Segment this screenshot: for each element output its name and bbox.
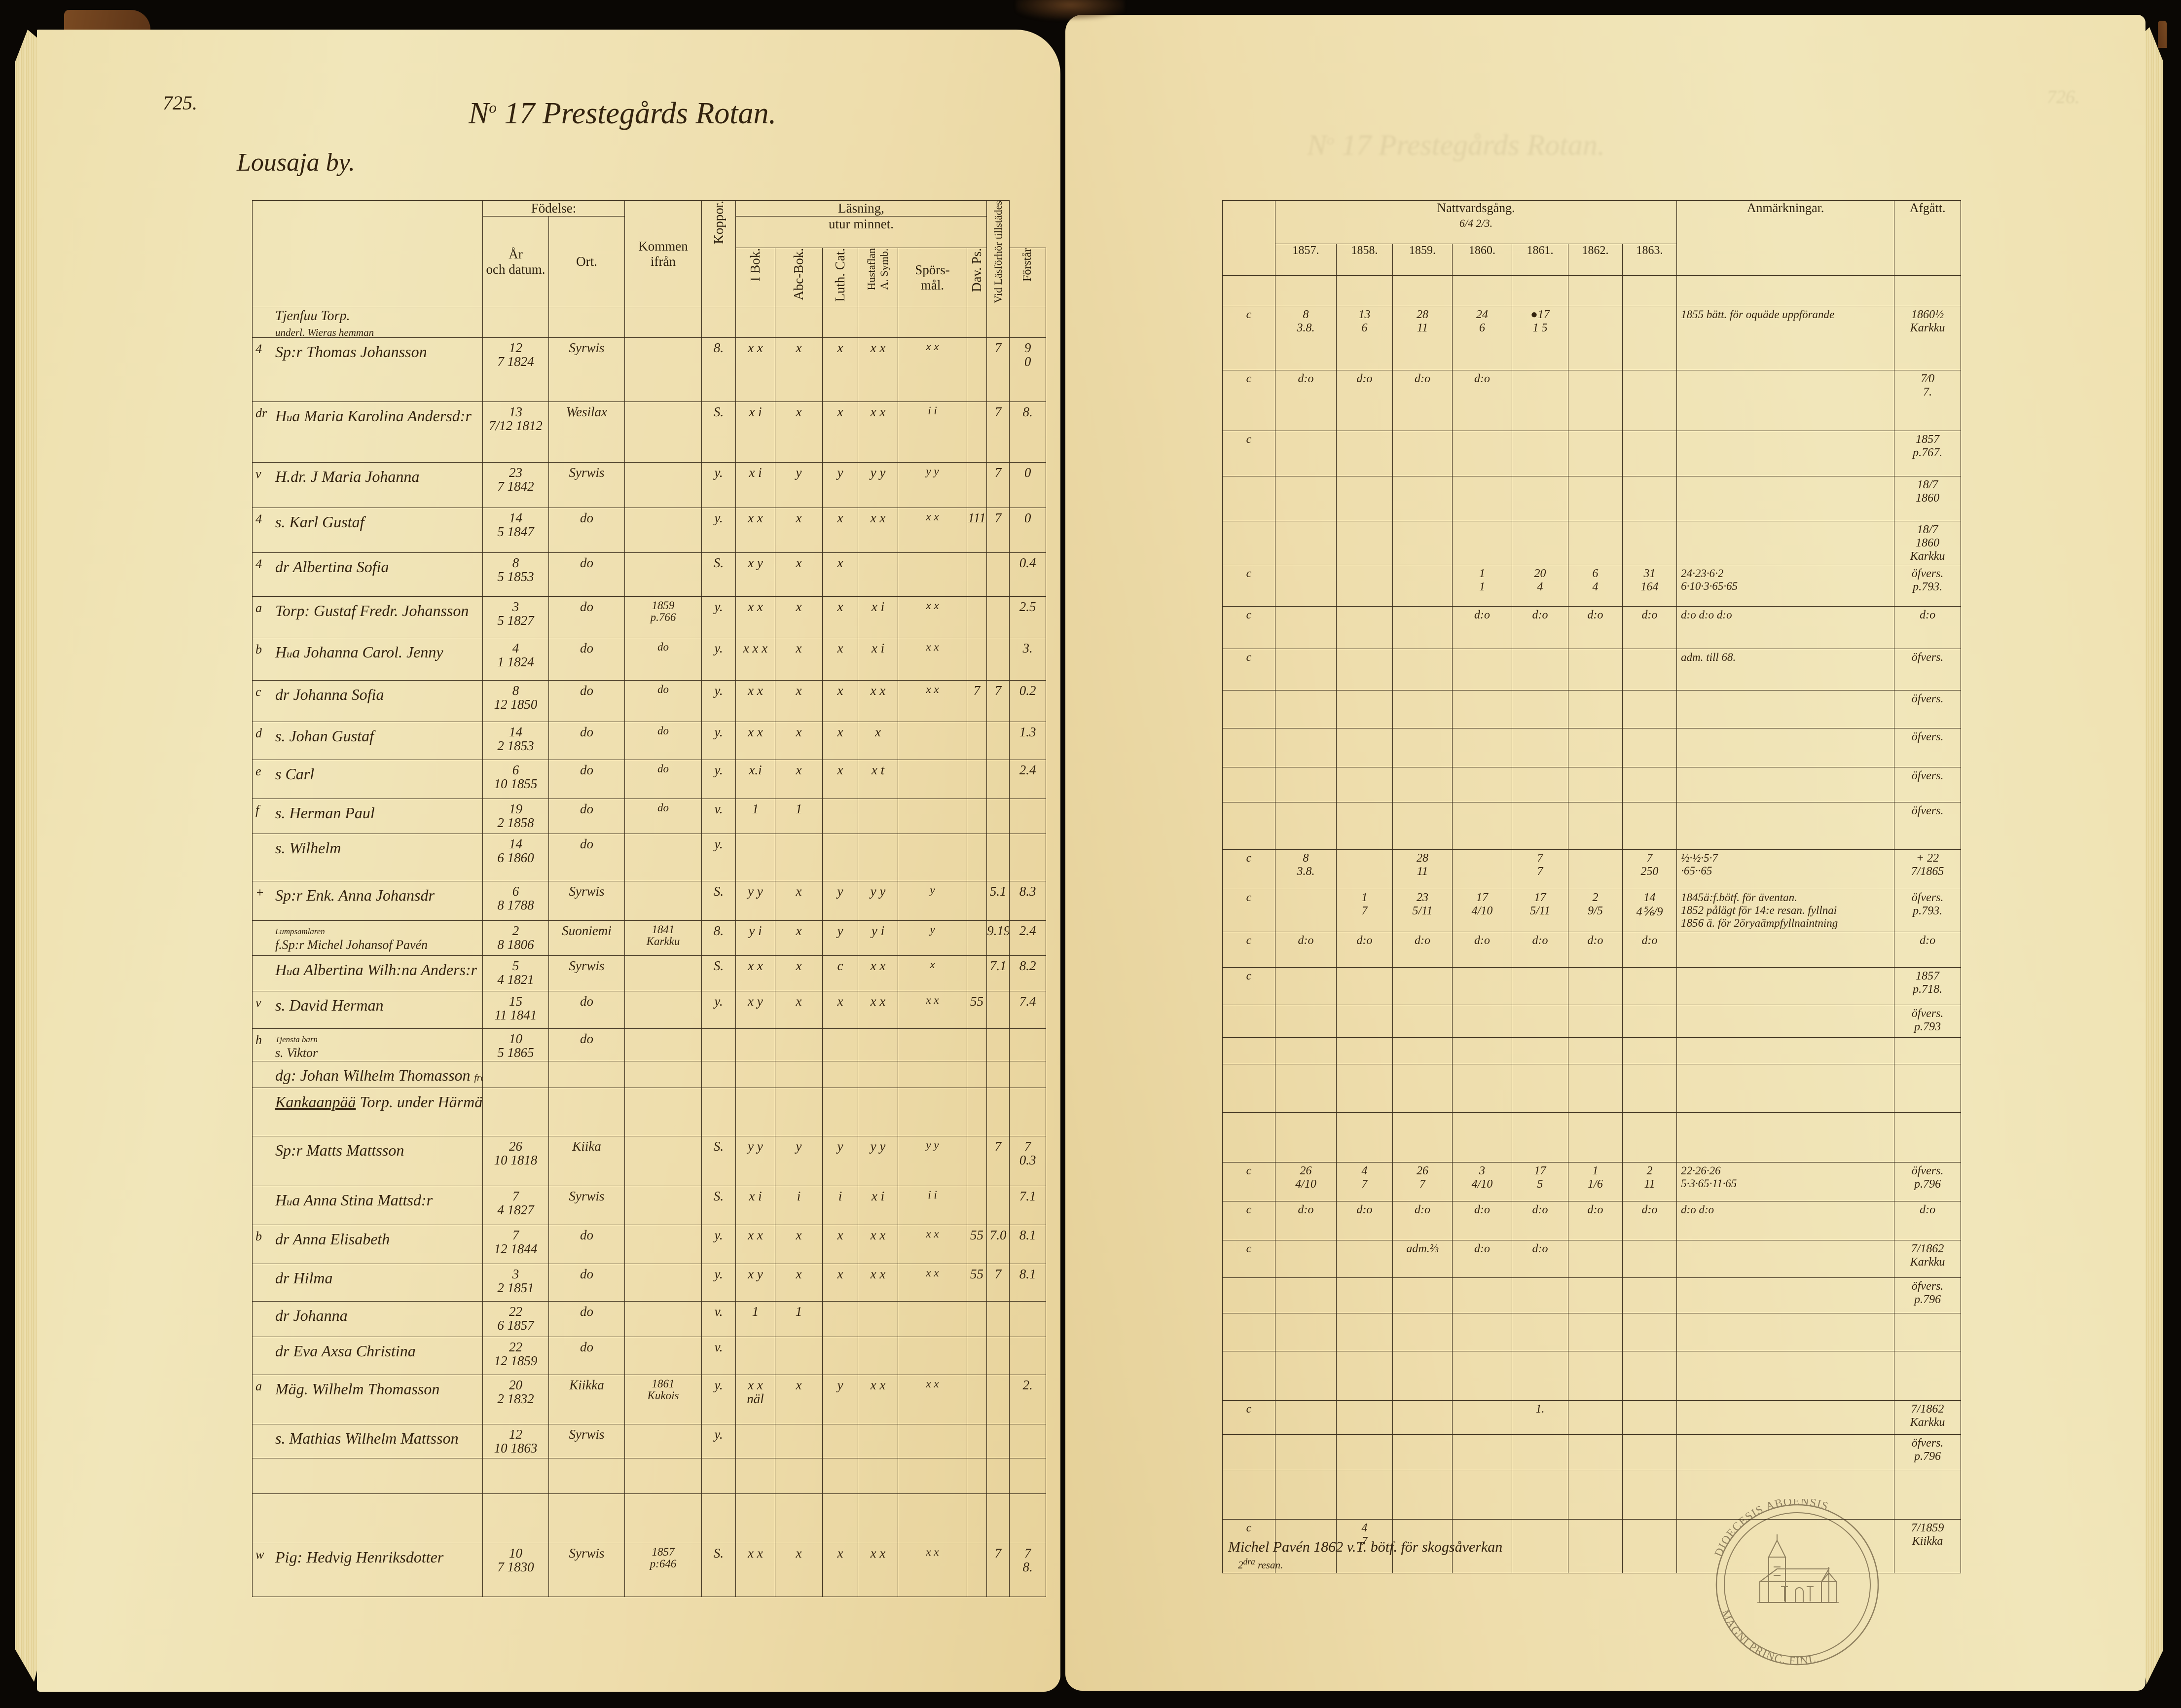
svg-text:MAGNI PRINC. FINL.: MAGNI PRINC. FINL. — [1719, 1608, 1821, 1667]
